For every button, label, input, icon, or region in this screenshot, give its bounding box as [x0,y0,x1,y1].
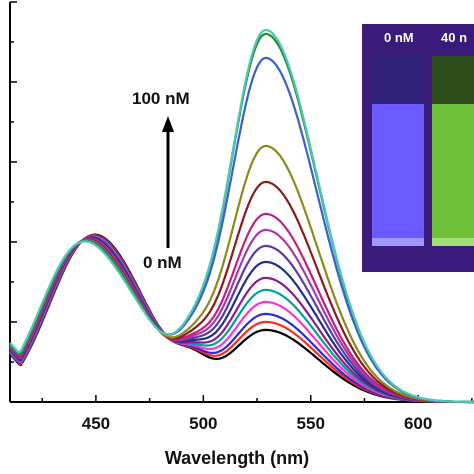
cuvette-right-cap [432,56,474,104]
cuvette-left-base [372,238,424,246]
x-axis-label: Wavelength (nm) [165,448,309,468]
plot-axes: 450 500 550 600 [9,1,474,433]
x-tick-label: 550 [297,414,325,433]
inset-label-left: 0 nM [384,30,414,45]
series-layer [9,28,474,404]
x-tick-label: 450 [82,414,110,433]
cuvette-right-base [432,238,474,246]
inset-photo: 0 nM 40 n [362,24,474,272]
concentration-arrow [162,116,174,248]
arrow-head [162,116,174,132]
inset-label-right: 40 n [441,30,467,45]
cuvette-left-cap [372,56,424,104]
annotation-bottom: 0 nM [143,253,182,272]
spectrum-line [9,28,474,403]
x-tick-label: 600 [404,414,432,433]
x-tick-label: 500 [189,414,217,433]
annotation-top: 100 nM [132,89,190,108]
